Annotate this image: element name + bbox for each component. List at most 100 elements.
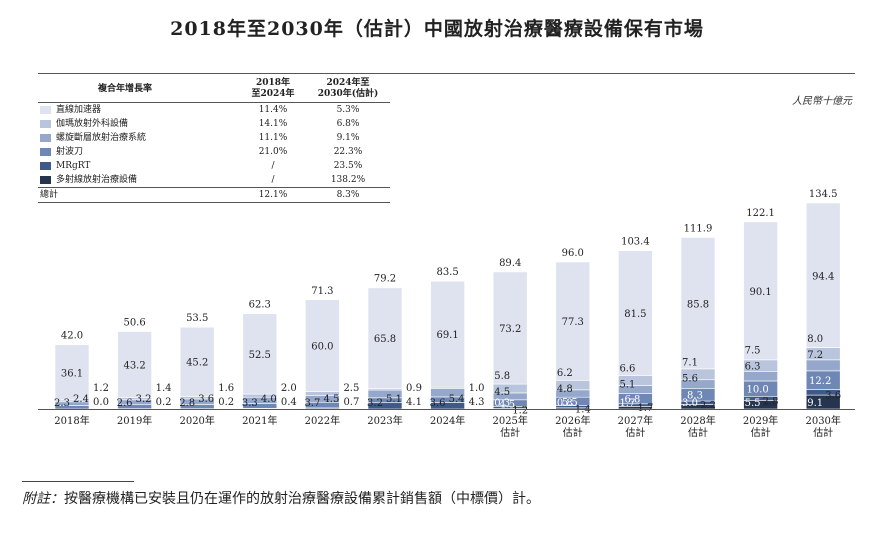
- bar-segment: [242, 313, 278, 395]
- cagr-value-2024-2030: 138.2%: [330, 175, 366, 185]
- bar-label-multi: 0.8: [557, 398, 573, 409]
- bar-label-mrgrt: 0.2: [156, 397, 172, 408]
- bar-segment: [117, 331, 152, 398]
- legend-swatch: [40, 147, 51, 156]
- bar-label-gamma: 2.0: [281, 383, 297, 394]
- x-tick-label: 估計: [563, 426, 583, 439]
- cagr-total-2024-2030: 8.3%: [306, 187, 390, 203]
- cagr-value-2024-2030: 22.3%: [333, 147, 363, 157]
- cagr-row-label: 射波刀: [38, 145, 240, 159]
- x-tick-label: 2027年: [618, 414, 653, 427]
- bar-label-gamma: 1.4: [156, 383, 172, 394]
- bar-label-cyberknife: 2.3: [54, 398, 70, 409]
- top-rule: [38, 73, 855, 74]
- bar-segment: [555, 261, 591, 381]
- bar-label-mrgrt: 1.2: [512, 406, 528, 417]
- x-tick-label: 2026年: [555, 414, 590, 427]
- x-tick-label: 2020年: [179, 414, 214, 427]
- bar-label-multi: 9.1: [807, 398, 823, 409]
- bar-label-tomo: 5.4: [449, 394, 465, 405]
- bar-label-linac: 52.5: [249, 350, 271, 361]
- bar-label-cyberknife: 6.8: [624, 395, 640, 406]
- bar-label-cyberknife: 2.8: [179, 398, 195, 409]
- cagr-header-col1: 2018年 至2024年: [240, 76, 306, 103]
- cagr-row: 直線加速器 11.4% 5.3%: [38, 103, 390, 118]
- bar-total-label: 89.4: [499, 258, 521, 269]
- cagr-value-2024-2030: 9.1%: [336, 133, 360, 143]
- cagr-series-name: 伽瑪放射外科設備: [56, 119, 129, 129]
- bar-label-mrgrt: 3.6: [825, 390, 841, 401]
- cagr-row: MRgRT / 23.5%: [38, 159, 390, 173]
- cagr-header-col2: 2024年至 2030年(估計): [306, 76, 390, 103]
- bar-label-linac: 69.1: [436, 330, 458, 341]
- bar-label-gamma: 7.1: [682, 358, 698, 369]
- bar-label-mrgrt: 2.2: [700, 401, 716, 412]
- bar-label-mrgrt: 1.7: [637, 403, 653, 414]
- cagr-row: 射波刀 21.0% 22.3%: [38, 145, 390, 159]
- bar-label-multi: 0.3: [494, 398, 510, 409]
- bar-label-mrgrt: 0.2: [218, 397, 234, 408]
- x-axis-line: [38, 409, 855, 410]
- bar-label-tomo: 3.6: [198, 394, 214, 405]
- bar-label-gamma: 6.2: [557, 368, 573, 379]
- x-tick-label: 2023年: [367, 414, 402, 427]
- bar-label-tomo: 4.5: [323, 394, 339, 405]
- bar-label-cyberknife: 2.6: [117, 398, 133, 409]
- bar-label-mrgrt: 4.1: [406, 397, 422, 408]
- unit-label: 人民幣十億元: [792, 96, 852, 107]
- x-tick-label: 2019年: [117, 414, 152, 427]
- cagr-value-2024-2030: 5.3%: [336, 105, 360, 115]
- bar-label-tomo: 5.6: [682, 374, 698, 385]
- footnote-prefix: 附註：: [22, 491, 64, 507]
- bar-segment: [305, 299, 340, 392]
- cagr-total-label: 總計: [38, 187, 240, 203]
- x-tick-label: 估計: [688, 426, 708, 439]
- cagr-total-row: 總計 12.1% 8.3%: [38, 187, 390, 203]
- bar-total-label: 111.9: [684, 224, 713, 235]
- bar-segment: [430, 280, 465, 388]
- bar-label-linac: 73.2: [499, 324, 521, 335]
- bar-label-linac: 85.8: [687, 299, 709, 310]
- cagr-row: 伽瑪放射外科設備 14.1% 6.8%: [38, 117, 390, 131]
- bar-label-cyberknife: 5.5: [562, 397, 578, 408]
- legend-swatch: [40, 161, 51, 170]
- bar-total-label: 42.0: [61, 331, 83, 342]
- x-tick-label: 2029年: [743, 414, 778, 427]
- chart-title: 2018年至2030年（估計）中國放射治療醫療設備保有市場: [170, 18, 704, 40]
- bar-label-mrgrt: 0.7: [343, 397, 359, 408]
- cagr-value-2024-2030: 23.5%: [333, 161, 363, 171]
- bar-segment: [743, 221, 778, 361]
- cagr-row-label: MRgRT: [38, 159, 240, 173]
- cagr-header-label: 複合年增長率: [38, 76, 240, 103]
- bar-label-cyberknife: 10.0: [746, 385, 768, 396]
- cagr-value-2018-2024: /: [271, 161, 275, 171]
- bar-label-linac: 81.5: [624, 309, 646, 320]
- bar-segment: [179, 326, 215, 397]
- bar-label-tomo: 3.2: [136, 394, 152, 405]
- x-tick-label: 2030年: [805, 414, 840, 427]
- bar-total-label: 50.6: [123, 318, 145, 329]
- bar-label-linac: 60.0: [311, 342, 333, 353]
- bar-label-gamma: 8.0: [807, 334, 823, 345]
- cagr-series-name: 多射線放射治療設備: [56, 175, 138, 185]
- cagr-value-2018-2024: 14.1%: [258, 119, 288, 129]
- bar-segment: [680, 237, 716, 370]
- bar-label-linac: 77.3: [562, 317, 584, 328]
- bar-total-label: 134.5: [809, 189, 838, 200]
- bar-segment: [805, 202, 841, 348]
- bar-label-mrgrt: 2.8: [763, 396, 779, 407]
- bar-segment: [805, 359, 841, 372]
- cagr-row-label: 螺旋斷層放射治療系統: [38, 131, 240, 145]
- cagr-row-label: 伽瑪放射外科設備: [38, 117, 240, 131]
- bar-label-linac: 94.4: [812, 271, 834, 282]
- bar-label-cyberknife: 3.3: [242, 398, 258, 409]
- cagr-total-2018-2024: 12.1%: [240, 187, 306, 203]
- bar-total-label: 71.3: [311, 286, 333, 297]
- x-tick-label: 2028年: [680, 414, 715, 427]
- bar-total-label: 83.5: [436, 267, 458, 278]
- bar-label-tomo: 5.1: [386, 394, 402, 405]
- x-tick-label: 估計: [751, 426, 771, 439]
- bar-label-tomo: 5.1: [619, 380, 635, 391]
- bar-total-label: 122.1: [746, 208, 775, 219]
